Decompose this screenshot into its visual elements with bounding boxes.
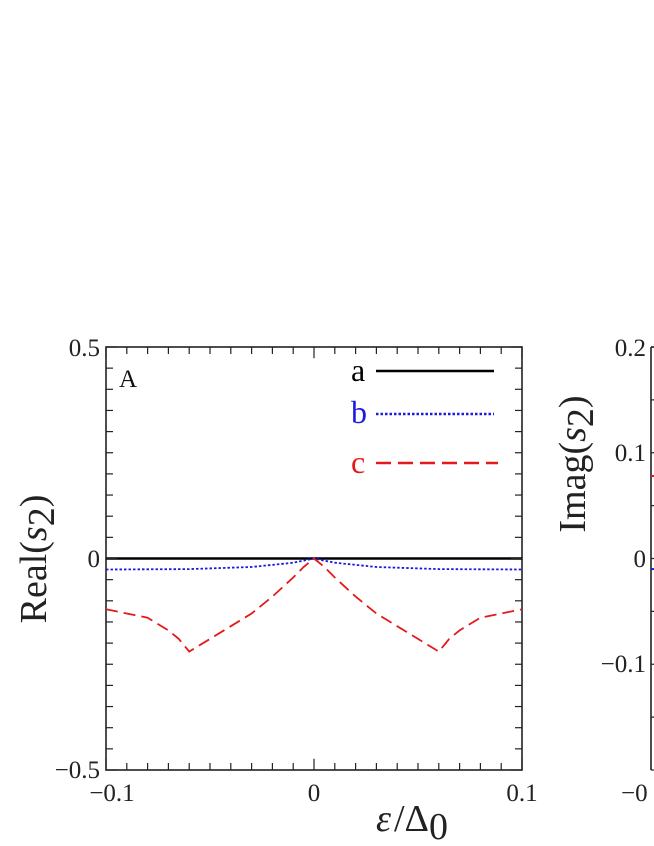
x-tick-label: 0.1 bbox=[506, 780, 537, 807]
y-axis-label-var: s bbox=[13, 526, 55, 541]
y-axis-label: Imag(s2) bbox=[552, 395, 602, 532]
panel-b: 0.2 0.1 0 −0.1 −0 Imag(s2) bbox=[552, 335, 654, 807]
y-tick-label: 0.5 bbox=[69, 335, 100, 362]
y-tick-label: 0 bbox=[88, 546, 101, 573]
y-tick-label: −0.5 bbox=[55, 757, 100, 784]
y-axis-label-sub: 2 bbox=[21, 507, 63, 526]
legend-label-b: b bbox=[351, 394, 367, 430]
y-tick-label: −0.1 bbox=[601, 651, 646, 678]
panel-a: 0.5 0 −0.5 −0.1 0 0.1 A Real(s2) ε/Δ0 a … bbox=[13, 335, 538, 846]
x-axis-label-den: Δ bbox=[405, 798, 429, 840]
y-axis-label-prefix: Imag bbox=[552, 455, 594, 533]
x-axis-label-sep: / bbox=[394, 798, 405, 840]
legend-label-a: a bbox=[351, 352, 365, 388]
panel-label: A bbox=[119, 366, 137, 393]
series-line-c bbox=[105, 557, 523, 653]
y-axis-label-prefix: Real bbox=[13, 554, 55, 624]
series-line-b bbox=[105, 557, 523, 571]
y-axis-label-sub: 2 bbox=[560, 408, 602, 427]
x-tick-label: −0 bbox=[621, 780, 648, 807]
x-axis-label-var: ε bbox=[376, 798, 391, 840]
series-layer bbox=[105, 557, 523, 653]
y-tick-label: 0 bbox=[634, 546, 647, 573]
y-axis-label: Real(s2) bbox=[13, 495, 63, 624]
tick-marks bbox=[105, 346, 523, 771]
x-axis-label: ε/Δ0 bbox=[376, 798, 448, 846]
x-tick-label: 0 bbox=[308, 780, 321, 807]
y-tick-label: 0.1 bbox=[615, 440, 646, 467]
legend: a b c bbox=[351, 352, 498, 480]
y-tick-label: 0.2 bbox=[615, 335, 646, 362]
y-axis-label-var: s bbox=[552, 427, 594, 442]
x-axis-label-den-sub: 0 bbox=[429, 806, 448, 846]
x-tick-label: −0.1 bbox=[89, 780, 134, 807]
legend-label-c: c bbox=[351, 444, 365, 480]
